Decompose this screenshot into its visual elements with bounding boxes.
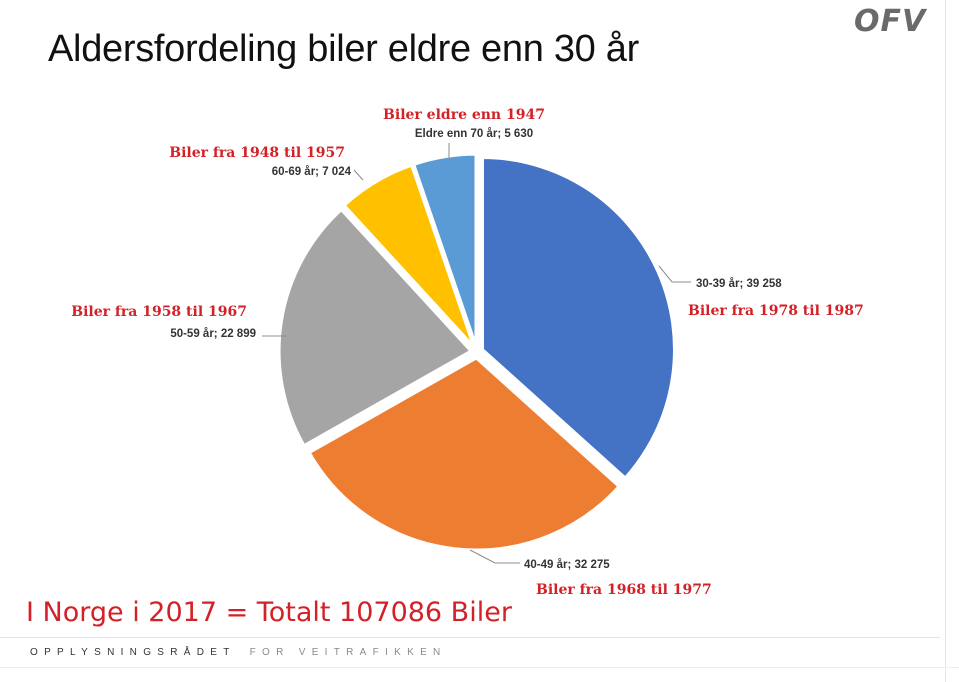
pie-slice-3 bbox=[277, 207, 474, 448]
leader-line-2 bbox=[469, 549, 520, 564]
slice-category-label: Biler fra 1948 til 1957 bbox=[169, 145, 345, 161]
slice-value-label: Eldre enn 70 år; 5 630 bbox=[415, 128, 533, 140]
slice-category-label: Biler fra 1978 til 1987 bbox=[688, 303, 864, 319]
slice-value-label: 60-69 år; 7 024 bbox=[272, 166, 352, 178]
slice-value-label: 50-59 år; 22 899 bbox=[170, 328, 256, 340]
slice-category-label: Biler fra 1958 til 1967 bbox=[71, 304, 247, 320]
footer-divider bbox=[0, 637, 940, 638]
footer-organization: OPPLYSNINGSRÅDET FOR VEITRAFIKKEN bbox=[30, 647, 447, 658]
slide-title: Aldersfordeling biler eldre enn 30 år bbox=[48, 28, 639, 70]
pie-slice-2 bbox=[307, 356, 622, 552]
footer-org-suffix: FOR VEITRAFIKKEN bbox=[249, 647, 447, 658]
pie-slice-5 bbox=[411, 152, 478, 347]
slice-category-label: Biler eldre enn 1947 bbox=[383, 107, 545, 123]
slide-edge bbox=[945, 0, 946, 682]
footer-org-name: OPPLYSNINGSRÅDET bbox=[30, 647, 236, 658]
leader-line-4 bbox=[353, 169, 364, 181]
total-cars-note: I Norge i 2017 = Totalt 107086 Biler bbox=[26, 597, 512, 628]
slice-value-label: 30-39 år; 39 258 bbox=[696, 278, 782, 290]
bottom-divider bbox=[0, 667, 959, 668]
leader-line-1 bbox=[658, 265, 691, 283]
pie-slice-4 bbox=[342, 163, 476, 348]
slice-category-label: Biler fra 1968 til 1977 bbox=[536, 582, 712, 598]
slice-value-label: 40-49 år; 32 275 bbox=[524, 559, 610, 571]
pie-slice-1 bbox=[480, 156, 676, 481]
ofv-logo: OFV bbox=[854, 4, 927, 39]
